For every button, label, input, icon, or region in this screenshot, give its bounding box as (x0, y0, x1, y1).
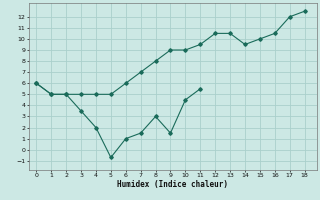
X-axis label: Humidex (Indice chaleur): Humidex (Indice chaleur) (117, 180, 228, 189)
